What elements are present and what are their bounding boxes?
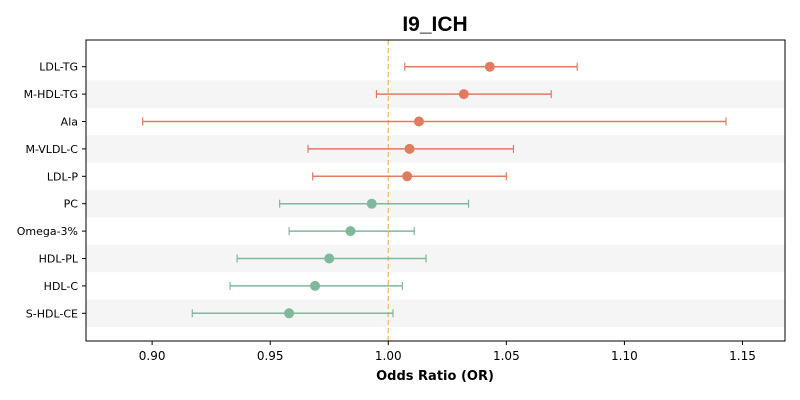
point-estimate — [310, 280, 321, 291]
y-tick-label: LDL-TG — [39, 61, 78, 74]
y-tick-label: Omega-3% — [17, 225, 78, 238]
row-ldl-p — [312, 171, 507, 182]
point-estimate — [484, 61, 495, 72]
y-tick-label: HDL-C — [44, 280, 79, 293]
point-estimate — [413, 116, 424, 127]
row-ldl-tg — [404, 61, 578, 72]
row-s-hdl-ce — [191, 308, 394, 319]
x-axis-label: Odds Ratio (OR) — [376, 369, 494, 384]
point-estimate — [404, 143, 415, 154]
x-tick-label: 1.10 — [611, 349, 638, 363]
row-ala — [142, 116, 727, 127]
x-tick-label: 1.05 — [493, 349, 520, 363]
row-pc — [279, 198, 470, 209]
data-rows — [142, 61, 727, 319]
x-tick-label: 1.15 — [729, 349, 756, 363]
point-estimate — [345, 226, 356, 237]
y-tick-label: Ala — [61, 116, 78, 129]
y-tick-label: PC — [64, 198, 79, 211]
point-estimate — [402, 171, 413, 182]
x-tick-label: 0.95 — [257, 349, 284, 363]
x-tick-label: 0.90 — [139, 349, 166, 363]
x-tick-label: 1.00 — [375, 349, 402, 363]
row-m-hdl-tg — [375, 89, 552, 100]
point-estimate — [366, 198, 377, 209]
row-stripe — [86, 299, 785, 327]
y-tick-label: M-VLDL-C — [25, 143, 78, 156]
y-tick-label: S-HDL-CE — [26, 307, 78, 320]
row-stripe — [86, 244, 785, 273]
point-estimate — [284, 308, 295, 319]
y-tick-label: HDL-PL — [39, 253, 79, 266]
x-axis: 0.90 0.95 1.00 1.05 1.10 1.15 — [139, 341, 756, 363]
y-axis: LDL-TG M-HDL-TG Ala M-VLDL-C LDL-P PC Omega-3%… — [17, 61, 86, 320]
point-estimate — [324, 253, 335, 264]
y-tick-label: M-HDL-TG — [24, 88, 78, 101]
point-estimate — [458, 89, 469, 100]
row-omega-3- — [288, 226, 415, 237]
chart-title: I9_ICH — [402, 13, 467, 36]
plot-frame — [85, 39, 786, 342]
row-hdl-c — [229, 280, 404, 291]
row-m-vldl-c — [307, 143, 515, 154]
y-tick-label: LDL-P — [47, 170, 79, 183]
row-hdl-pl — [236, 253, 427, 264]
